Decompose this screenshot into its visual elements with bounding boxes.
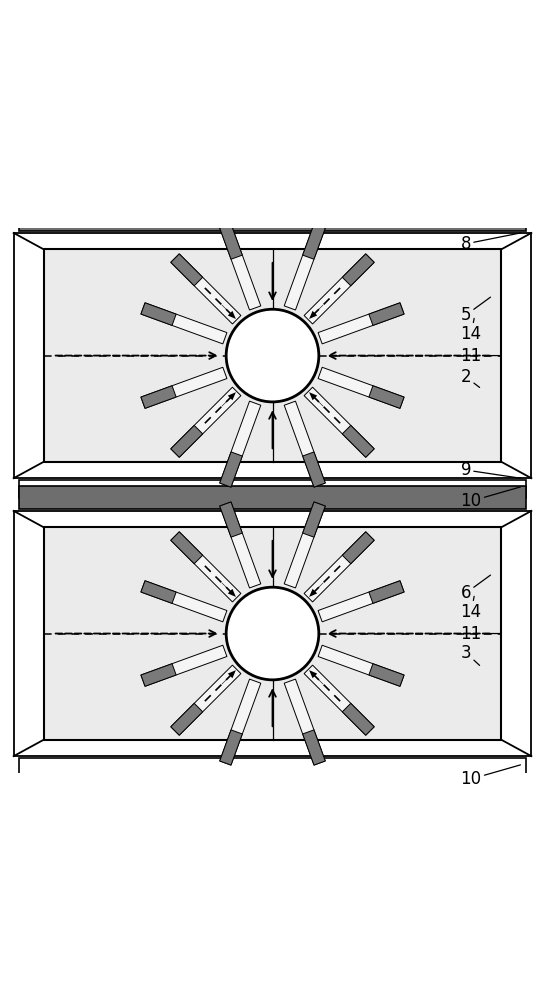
Text: 11: 11 (461, 347, 501, 365)
Polygon shape (342, 425, 374, 457)
Polygon shape (318, 581, 404, 622)
Polygon shape (318, 303, 404, 344)
Polygon shape (304, 387, 374, 457)
Text: 6: 6 (461, 575, 490, 602)
Polygon shape (19, 208, 526, 231)
Polygon shape (171, 665, 241, 735)
Text: 11: 11 (461, 625, 501, 643)
FancyArrow shape (222, 670, 236, 684)
Polygon shape (171, 387, 241, 457)
Polygon shape (318, 645, 404, 686)
Polygon shape (220, 730, 243, 765)
Polygon shape (220, 679, 261, 765)
FancyArrow shape (222, 583, 236, 597)
Polygon shape (171, 425, 203, 457)
Polygon shape (304, 665, 374, 735)
FancyArrow shape (309, 305, 323, 319)
Text: 14: 14 (461, 596, 482, 621)
Polygon shape (220, 401, 261, 487)
Polygon shape (171, 254, 241, 324)
Polygon shape (342, 703, 374, 735)
FancyArrow shape (309, 392, 323, 406)
Polygon shape (141, 303, 176, 325)
Polygon shape (302, 452, 325, 487)
Polygon shape (302, 730, 325, 765)
FancyArrow shape (222, 305, 236, 319)
Polygon shape (284, 224, 325, 310)
Polygon shape (141, 367, 227, 408)
Polygon shape (369, 664, 404, 686)
Polygon shape (220, 224, 243, 259)
Polygon shape (141, 303, 227, 344)
Text: 10: 10 (461, 765, 520, 788)
Polygon shape (141, 664, 176, 686)
Text: 3: 3 (461, 644, 480, 665)
Polygon shape (220, 452, 243, 487)
Polygon shape (220, 502, 261, 588)
Polygon shape (171, 254, 203, 286)
Polygon shape (141, 581, 227, 622)
Text: 8: 8 (461, 233, 520, 253)
Polygon shape (141, 645, 227, 686)
FancyArrow shape (222, 392, 236, 406)
Polygon shape (284, 502, 325, 588)
Polygon shape (44, 249, 501, 462)
Text: 14: 14 (461, 318, 482, 343)
Text: 5: 5 (461, 297, 490, 324)
Polygon shape (342, 532, 374, 564)
Polygon shape (284, 401, 325, 487)
Polygon shape (220, 502, 243, 537)
Polygon shape (302, 502, 325, 537)
Polygon shape (44, 527, 501, 740)
Polygon shape (302, 224, 325, 259)
Text: 9: 9 (461, 461, 520, 479)
Polygon shape (342, 254, 374, 286)
Polygon shape (19, 480, 526, 498)
Circle shape (226, 309, 319, 402)
Polygon shape (19, 758, 526, 776)
Polygon shape (171, 532, 203, 564)
FancyArrow shape (309, 670, 323, 684)
Text: 9: 9 (0, 999, 1, 1000)
FancyArrow shape (309, 583, 323, 597)
Polygon shape (220, 224, 261, 310)
Polygon shape (171, 703, 203, 735)
Polygon shape (141, 386, 176, 408)
Polygon shape (19, 486, 526, 509)
Polygon shape (284, 679, 325, 765)
Polygon shape (304, 254, 374, 324)
Text: 10: 10 (461, 487, 520, 510)
Polygon shape (369, 303, 404, 325)
Polygon shape (318, 367, 404, 408)
Polygon shape (369, 581, 404, 603)
Polygon shape (369, 386, 404, 408)
Polygon shape (304, 532, 374, 602)
Circle shape (226, 587, 319, 680)
Polygon shape (171, 532, 241, 602)
Polygon shape (141, 581, 176, 603)
Text: 2: 2 (461, 368, 480, 387)
